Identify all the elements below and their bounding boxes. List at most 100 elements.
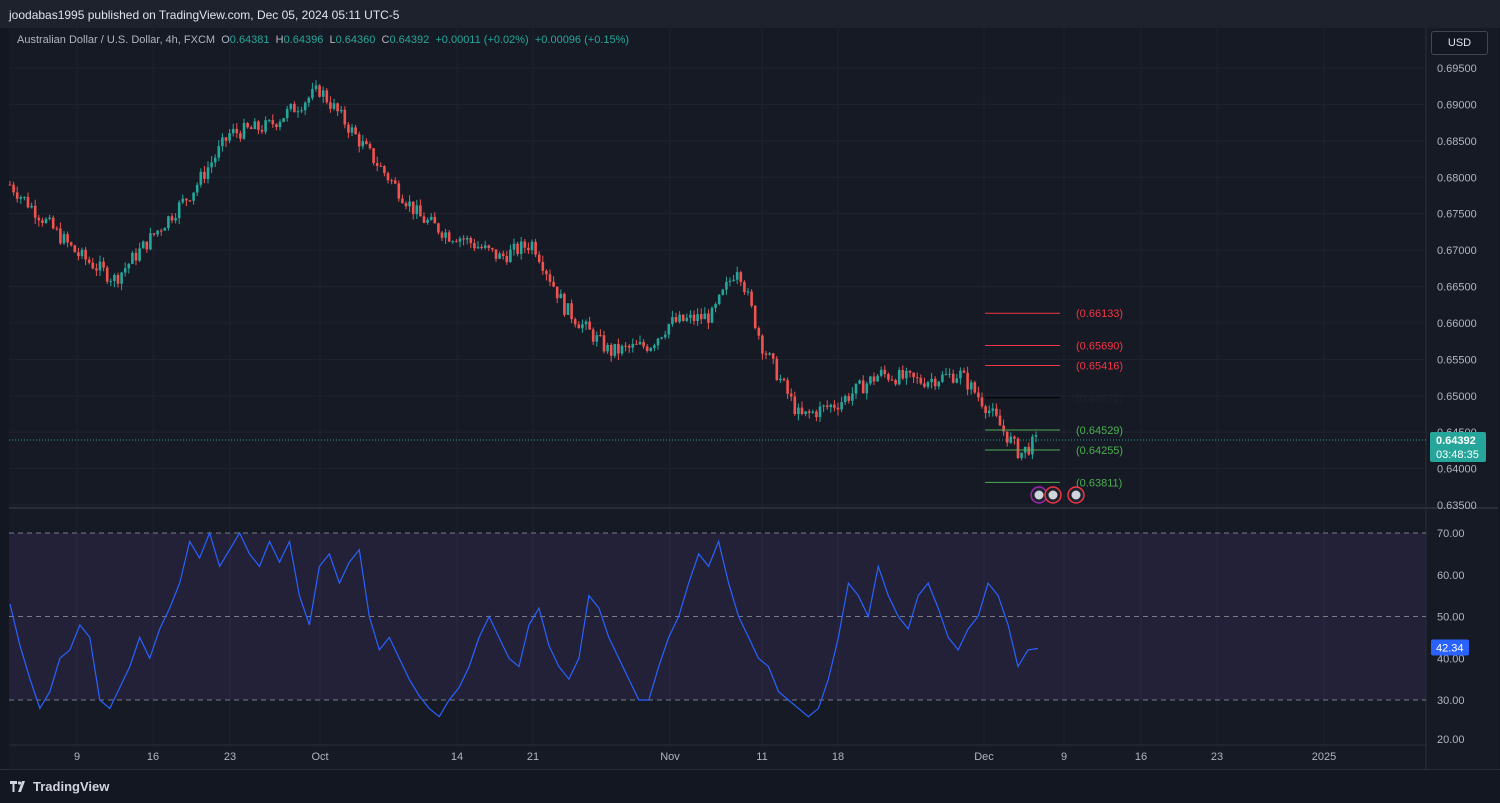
candle-body: [609, 344, 613, 356]
candle-body: [242, 123, 246, 139]
candle-body: [894, 379, 897, 385]
candle-body: [336, 103, 339, 112]
candle-body: [807, 411, 811, 413]
candle-body: [350, 127, 354, 133]
candle-body: [563, 293, 566, 315]
price-tick-label: 0.68500: [1437, 136, 1477, 148]
candle-body: [289, 103, 293, 109]
candle-body: [33, 205, 37, 218]
candle-body: [689, 314, 692, 318]
candle-body: [134, 252, 138, 261]
publisher-info: joodabas1995 published on TradingView.co…: [9, 8, 400, 22]
symbol-name: Australian Dollar / U.S. Dollar, 4h, FXC…: [17, 34, 216, 46]
candle-body: [923, 383, 926, 387]
candle-body: [635, 343, 638, 345]
candle-body: [465, 237, 469, 240]
candle-body: [1002, 425, 1005, 432]
candle-body: [156, 230, 159, 235]
candle-body: [275, 124, 278, 128]
level-label: (0.64972): [1076, 393, 1123, 405]
price-tick-label: 0.67500: [1437, 209, 1477, 221]
candle-body: [321, 90, 325, 97]
candle-body: [836, 407, 840, 410]
candle-body: [249, 127, 253, 130]
candle-body: [822, 405, 825, 407]
candle-body: [1013, 436, 1016, 439]
grid: [9, 28, 1426, 745]
price-tick-label: 0.66500: [1437, 282, 1477, 294]
candle-body: [325, 90, 329, 103]
event-icon-center: [1048, 490, 1058, 500]
candle-body: [588, 321, 591, 330]
candle-body: [149, 233, 152, 250]
candle-body: [217, 146, 221, 158]
time-tick-label: Nov: [660, 751, 680, 763]
candle-body: [948, 373, 951, 375]
candle-body: [617, 343, 620, 354]
top-bar: joodabas1995 published on TradingView.co…: [0, 0, 1500, 28]
candle-body: [131, 252, 134, 264]
candle-body: [548, 274, 552, 282]
change2-value: +0.00096 (+0.15%): [534, 34, 630, 46]
current-price-label: 0.64392: [1436, 435, 1476, 447]
candle-body: [357, 134, 361, 147]
candle-body: [969, 382, 973, 390]
close-label: C: [381, 34, 390, 46]
candle-body: [329, 102, 332, 109]
low-label: L: [329, 34, 336, 46]
chart-area[interactable]: [9, 28, 1498, 769]
candle-body: [41, 220, 44, 223]
levels: (0.66133) (0.65690) (0.65416) (0.64972) (0.6…: [985, 308, 1123, 489]
rsi-levels: [9, 532, 1426, 701]
high-value: 0.64396: [283, 34, 324, 46]
time-tick-label: 11: [756, 751, 767, 763]
candle-body: [483, 245, 487, 249]
candle-body: [332, 103, 336, 109]
candle-body: [257, 121, 260, 130]
candle-body: [926, 382, 930, 387]
rsi-line-group: [9, 531, 1039, 718]
candle-body: [789, 393, 793, 397]
rsi-current-label: 42.34: [1436, 642, 1464, 654]
candle-body: [854, 383, 858, 394]
price-tick-label: 0.68000: [1437, 172, 1477, 184]
candle-body: [977, 392, 980, 398]
rsi-tick-label: 60.00: [1437, 570, 1465, 582]
candle-body: [296, 111, 300, 113]
high-label: H: [275, 34, 284, 46]
candle-body: [897, 370, 901, 385]
candle-body: [537, 254, 541, 263]
rsi-axis: 70.00 60.00 50.00 40.00 30.00 20.00: [1437, 528, 1465, 746]
candle-body: [365, 141, 368, 145]
candle-body: [825, 405, 829, 408]
candle-body: [206, 167, 210, 179]
candle-body: [419, 205, 422, 217]
candle-body: [44, 218, 48, 223]
candle-body: [440, 232, 444, 238]
candle-body: [804, 411, 807, 414]
candle-body: [123, 268, 127, 273]
level-label: (0.64529): [1076, 425, 1123, 437]
candle-body: [573, 319, 577, 325]
candle-body: [347, 124, 350, 133]
candle-body: [555, 286, 559, 299]
candle-body: [545, 270, 548, 275]
candle-body: [188, 200, 192, 202]
candle-body: [314, 85, 318, 89]
candle-body: [883, 369, 887, 375]
candle-body: [692, 314, 696, 322]
candle-body: [653, 345, 656, 349]
candle-body: [865, 383, 869, 394]
rsi-tick-label: 40.00: [1437, 653, 1465, 665]
currency-button[interactable]: USD: [1431, 31, 1488, 55]
time-tick-label: 18: [832, 751, 844, 763]
time-tick-label: 21: [527, 751, 539, 763]
brand[interactable]: TradingView: [10, 779, 109, 794]
candle-body: [397, 183, 401, 199]
candle-body: [725, 281, 728, 290]
candle-body: [476, 246, 480, 249]
candle-body: [959, 370, 962, 379]
candle-body: [1027, 446, 1031, 455]
candle-body: [753, 305, 757, 329]
